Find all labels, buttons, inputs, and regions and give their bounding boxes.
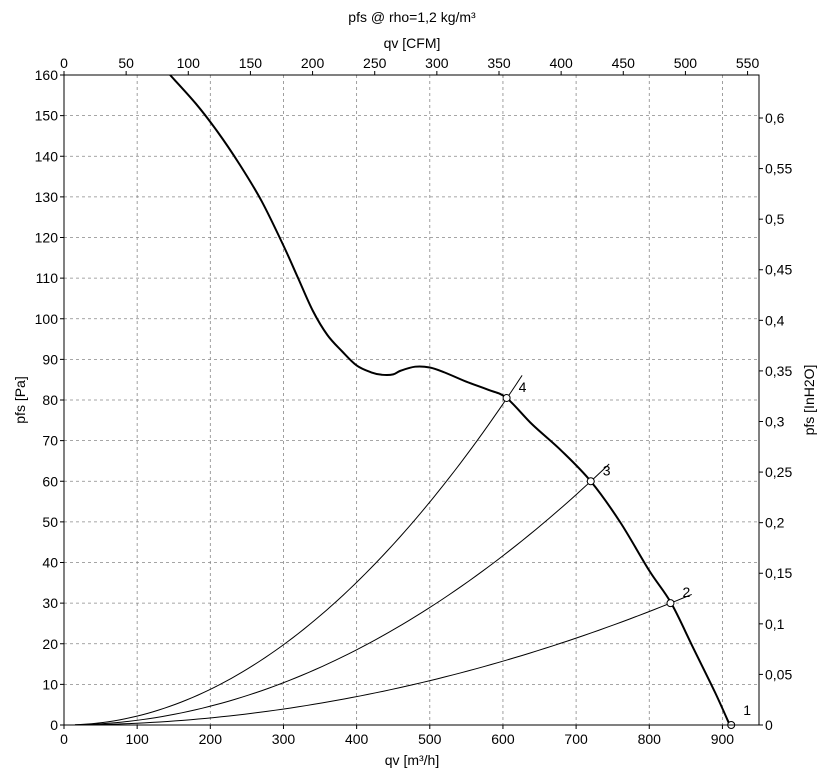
y-tick-label: 50 [42, 514, 58, 530]
y2-tick-label: 0,55 [765, 161, 792, 177]
y2-tick-label: 0,1 [765, 616, 785, 632]
x2-tick-label: 200 [301, 55, 325, 71]
x2-tick-label: 550 [736, 55, 760, 71]
y2-tick-label: 0,6 [765, 110, 785, 126]
y-tick-label: 20 [42, 636, 58, 652]
curves [74, 74, 731, 726]
x-tick-label: 200 [199, 731, 223, 747]
y2-tick-label: 0,45 [765, 262, 792, 278]
y-tick-label: 160 [35, 67, 59, 83]
chart-title: pfs @ rho=1,2 kg/m³ [348, 9, 476, 25]
y-tick-label: 40 [42, 555, 58, 571]
x2-tick-label: 250 [363, 55, 387, 71]
system-curve-4 [74, 375, 523, 726]
y-tick-label: 100 [35, 311, 59, 327]
top-axis-label: qv [CFM] [384, 35, 441, 51]
y2-tick-label: 0,25 [765, 464, 792, 480]
x2-tick-label: 450 [612, 55, 636, 71]
y2-tick-label: 0,35 [765, 363, 792, 379]
y-tick-label: 130 [35, 189, 59, 205]
y-tick-label: 0 [50, 717, 58, 733]
operating-point-2 [666, 599, 675, 608]
x2-tick-label: 500 [674, 55, 698, 71]
x2-tick-label: 350 [487, 55, 511, 71]
fan-curve [169, 74, 731, 726]
x-tick-label: 300 [272, 731, 296, 747]
y-tick-label: 70 [42, 433, 58, 449]
y2-tick-label: 0,2 [765, 515, 785, 531]
y2-tick-label: 0,3 [765, 413, 785, 429]
y2-tick-label: 0,4 [765, 312, 785, 328]
left-axis-label: pfs [Pa] [12, 376, 28, 423]
x-tick-label: 0 [60, 731, 68, 747]
y-tick-label: 150 [35, 108, 59, 124]
x-tick-label: 500 [418, 731, 442, 747]
y2-tick-label: 0 [765, 717, 773, 733]
x2-tick-label: 300 [425, 55, 449, 71]
y-tick-label: 110 [36, 270, 59, 286]
x2-tick-label: 50 [118, 55, 134, 71]
operating-point-label-2: 2 [682, 584, 690, 600]
operating-point-label-4: 4 [519, 379, 527, 395]
x2-tick-label: 150 [239, 55, 263, 71]
operating-point-3 [586, 477, 595, 486]
x-tick-label: 900 [711, 731, 735, 747]
system-curve-2 [74, 593, 692, 726]
y2-tick-label: 0,15 [765, 565, 792, 581]
right-axis-label: pfs [InH2O] [801, 365, 817, 436]
y-tick-label: 10 [42, 676, 58, 692]
x2-tick-label: 100 [177, 55, 201, 71]
x-tick-label: 700 [564, 731, 588, 747]
operating-point-label-1: 1 [743, 702, 751, 718]
x-tick-label: 400 [345, 731, 369, 747]
y-tick-label: 90 [42, 351, 58, 367]
y-tick-label: 140 [35, 148, 59, 164]
y-tick-label: 60 [42, 473, 58, 489]
y2-tick-label: 0,05 [765, 666, 792, 682]
x-tick-label: 800 [638, 731, 662, 747]
bottom-axis-label: qv [m³/h] [385, 752, 439, 768]
axis-ticks: 0 100 200 300 400 500 600 700 800 900010203040506… [35, 55, 793, 747]
x-tick-label: 600 [491, 731, 515, 747]
x2-tick-label: 0 [60, 55, 68, 71]
system-curve-3 [74, 463, 610, 726]
y-tick-label: 80 [42, 392, 58, 408]
y-tick-label: 30 [42, 595, 58, 611]
x2-tick-label: 400 [549, 55, 573, 71]
grid [64, 75, 759, 725]
operating-point-4 [502, 393, 511, 402]
y-tick-label: 120 [35, 230, 59, 246]
y2-tick-label: 0,5 [765, 211, 785, 227]
x-tick-label: 100 [125, 731, 149, 747]
operating-point-label-3: 3 [603, 462, 611, 478]
